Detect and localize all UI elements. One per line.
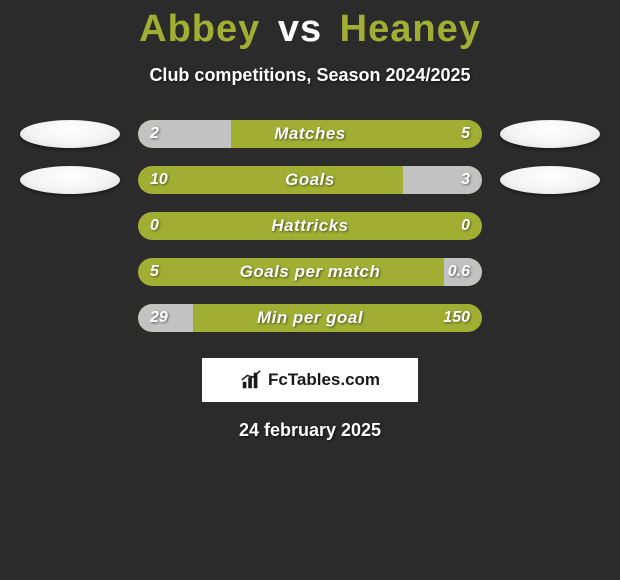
- player2-name: Heaney: [340, 8, 481, 50]
- right-value: 0: [461, 212, 470, 240]
- brand-text: FcTables.com: [268, 370, 380, 390]
- metric-row-goals-per-match: 5 Goals per match 0.6: [0, 258, 620, 286]
- bar-goals: 10 Goals 3: [138, 166, 482, 194]
- brand-box: FcTables.com: [202, 358, 418, 402]
- right-value: 5: [461, 120, 470, 148]
- metric-row-goals: 10 Goals 3: [0, 166, 620, 194]
- metric-label: Min per goal: [138, 304, 482, 332]
- bar-matches: 2 Matches 5: [138, 120, 482, 148]
- metric-label: Goals: [138, 166, 482, 194]
- right-value: 150: [443, 304, 470, 332]
- metric-label: Goals per match: [138, 258, 482, 286]
- metric-row-matches: 2 Matches 5: [0, 120, 620, 148]
- comparison-chart: 2 Matches 5 10 Goals 3 0 Hattricks 0 5: [0, 120, 620, 332]
- subtitle: Club competitions, Season 2024/2025: [0, 65, 620, 86]
- page-title: Abbey vs Heaney: [0, 0, 620, 51]
- player2-avatar: [500, 166, 600, 194]
- right-value: 0.6: [448, 258, 470, 286]
- metric-row-min-per-goal: 29 Min per goal 150: [0, 304, 620, 332]
- metric-label: Hattricks: [138, 212, 482, 240]
- bar-goals-per-match: 5 Goals per match 0.6: [138, 258, 482, 286]
- metric-row-hattricks: 0 Hattricks 0: [0, 212, 620, 240]
- player1-avatar: [20, 120, 120, 148]
- bar-min-per-goal: 29 Min per goal 150: [138, 304, 482, 332]
- bar-hattricks: 0 Hattricks 0: [138, 212, 482, 240]
- metric-label: Matches: [138, 120, 482, 148]
- right-value: 3: [461, 166, 470, 194]
- date-label: 24 february 2025: [0, 420, 620, 441]
- player2-avatar: [500, 120, 600, 148]
- player1-avatar: [20, 166, 120, 194]
- player1-name: Abbey: [139, 8, 260, 50]
- vs-separator: vs: [278, 8, 322, 50]
- bar-chart-icon: [240, 369, 262, 391]
